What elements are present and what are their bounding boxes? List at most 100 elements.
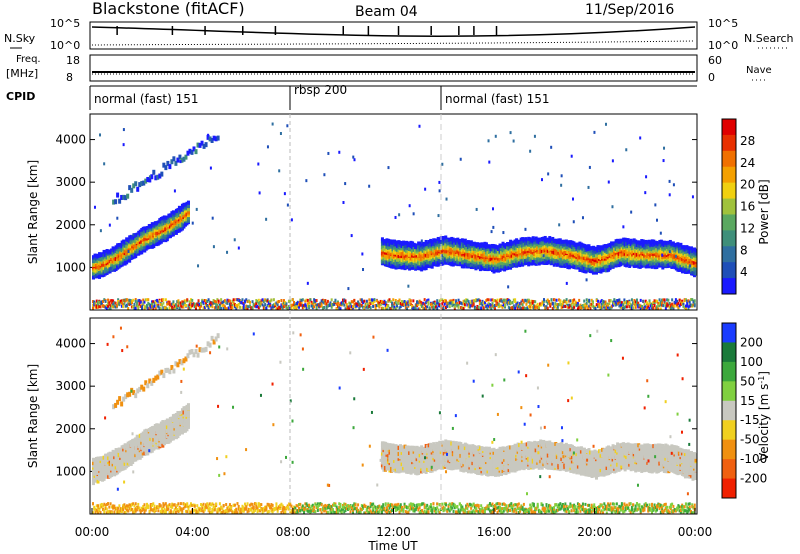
echo-cell — [582, 261, 586, 266]
echo-cell — [607, 261, 611, 266]
ground-scatter-cell — [205, 301, 208, 305]
scatter-cell — [306, 281, 309, 285]
echo-cell — [179, 206, 183, 211]
echo-cell — [435, 262, 439, 267]
ground-scatter-cell — [463, 302, 466, 306]
ground-scatter-cell — [569, 304, 572, 308]
echo-cell — [552, 238, 556, 243]
echo-cell — [640, 248, 644, 253]
echo-cell — [563, 245, 567, 250]
ground-scatter-cell — [120, 301, 123, 305]
echo-cell — [486, 264, 490, 269]
echo-cell — [641, 243, 645, 248]
ground-scatter-cell — [445, 306, 448, 310]
scatter-cell — [611, 159, 614, 163]
echo-cell — [676, 247, 680, 252]
echo-cell — [567, 256, 571, 261]
echo-cell — [549, 260, 553, 265]
ground-scatter-cell — [455, 299, 458, 303]
ground-scatter-cell — [357, 302, 360, 306]
echo-cell — [132, 235, 136, 240]
scatter-cell — [438, 180, 441, 184]
echo-cell — [138, 182, 142, 188]
echo-cell — [134, 181, 138, 187]
ground-scatter-cell — [102, 299, 105, 303]
echo-cell — [114, 199, 118, 205]
echo-cell — [128, 251, 132, 256]
echo-cell — [647, 242, 651, 247]
echo-cell — [102, 265, 106, 270]
echo-cell — [587, 266, 591, 271]
echo-cell — [182, 156, 186, 162]
ground-scatter-cell — [344, 300, 347, 304]
echo-cell — [497, 249, 501, 254]
ground-scatter-cell — [491, 304, 494, 308]
ground-scatter-cell — [397, 299, 400, 303]
echo-cell — [501, 261, 505, 266]
echo-cell — [628, 258, 632, 263]
echo-cell — [661, 251, 665, 256]
scatter-cell — [492, 207, 495, 211]
echo-cell — [408, 252, 412, 257]
echo-cell — [146, 232, 150, 237]
echo-cell — [685, 251, 689, 256]
ground-scatter-cell — [137, 306, 140, 310]
echo-cell — [436, 253, 440, 258]
ground-scatter-cell — [164, 306, 167, 310]
ground-scatter-cell — [249, 300, 252, 304]
echo-cell — [129, 253, 133, 258]
ground-scatter-cell — [546, 301, 549, 305]
ground-scatter-cell — [468, 302, 471, 306]
ground-scatter-cell — [99, 305, 102, 309]
echo-cell — [513, 251, 517, 256]
ground-scatter-cell — [202, 300, 205, 304]
echo-cell — [490, 243, 494, 248]
echo-cell — [590, 250, 594, 255]
echo-cell — [620, 261, 624, 266]
echo-cell — [101, 259, 105, 264]
ground-scatter-cell — [299, 298, 302, 302]
ground-scatter-cell — [418, 299, 421, 303]
ground-scatter-cell — [319, 304, 322, 308]
echo-cell — [436, 251, 440, 256]
echo-cell — [394, 250, 398, 255]
echo-cell — [555, 259, 559, 264]
echo-cell — [531, 260, 535, 265]
echo-cell — [382, 247, 386, 252]
echo-cell — [170, 211, 174, 216]
ground-scatter-cell — [465, 298, 468, 302]
echo-cell — [400, 241, 404, 246]
echo-cell — [414, 253, 418, 258]
echo-cell — [162, 226, 166, 231]
ground-scatter-cell — [168, 306, 171, 310]
scatter-cell — [441, 162, 444, 166]
ground-scatter-cell — [261, 303, 264, 307]
ground-scatter-cell — [383, 301, 386, 305]
echo-cell — [661, 262, 665, 267]
echo-cell — [578, 267, 582, 272]
ground-scatter-cell — [384, 303, 387, 307]
echo-cell — [619, 238, 623, 243]
echo-cell — [478, 245, 482, 250]
echo-cell — [92, 262, 95, 267]
echo-cell — [176, 222, 180, 227]
echo-cell — [451, 244, 455, 249]
scatter-cell — [407, 284, 410, 288]
echo-cell — [402, 244, 406, 249]
echo-cell — [676, 263, 680, 268]
ground-scatter-cell — [153, 304, 156, 308]
ground-scatter-cell — [517, 305, 520, 309]
ground-scatter-cell — [320, 301, 323, 305]
echo-cell — [385, 255, 389, 260]
echo-cell — [450, 247, 454, 252]
echo-cell — [406, 251, 410, 256]
echo-cell — [469, 253, 473, 258]
echo-cell — [424, 252, 428, 257]
scatter-cell — [509, 131, 512, 135]
echo-cell — [153, 237, 157, 242]
nsky-spikes — [116, 26, 498, 35]
echo-cell — [545, 260, 549, 265]
echo-cell — [489, 244, 493, 249]
echo-cell — [677, 243, 681, 248]
ground-scatter-cell — [218, 303, 221, 307]
